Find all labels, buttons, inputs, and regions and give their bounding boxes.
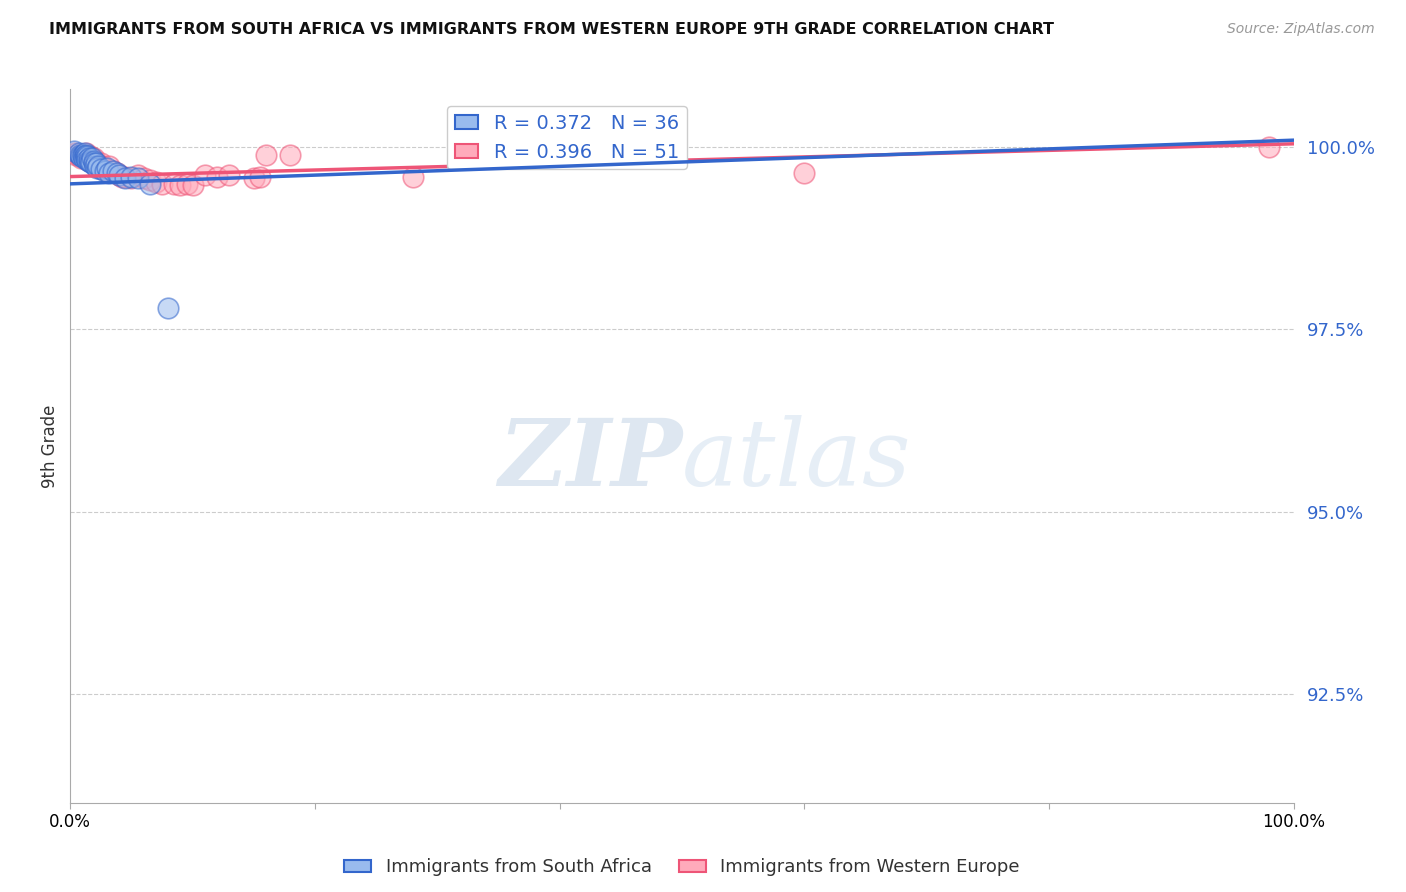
Point <box>90 156 112 170</box>
Point <box>93 162 115 177</box>
Point <box>80 152 103 166</box>
Point <box>70 149 93 163</box>
Point <box>73 149 96 163</box>
Point <box>127 168 149 182</box>
Point <box>98 166 121 180</box>
Point <box>145 175 167 189</box>
Point <box>87 159 110 173</box>
Point <box>73 149 96 163</box>
Text: atlas: atlas <box>682 416 911 505</box>
Point <box>114 171 136 186</box>
Point <box>65 147 87 161</box>
Point <box>793 166 815 180</box>
Point <box>105 166 128 180</box>
Point <box>108 168 131 182</box>
Point <box>280 147 302 161</box>
Point <box>83 153 105 168</box>
Point <box>121 171 143 186</box>
Point <box>63 144 86 158</box>
Point <box>105 166 128 180</box>
Point <box>70 152 93 166</box>
Point <box>83 156 105 170</box>
Point <box>96 161 118 175</box>
Point <box>91 161 114 175</box>
Point <box>83 159 105 173</box>
Point <box>82 152 104 166</box>
Point <box>84 159 107 173</box>
Text: Source: ZipAtlas.com: Source: ZipAtlas.com <box>1227 22 1375 37</box>
Point <box>218 168 240 182</box>
Point <box>77 153 100 168</box>
Point <box>91 159 114 173</box>
Point <box>98 159 121 173</box>
Point <box>163 177 186 191</box>
Point <box>72 149 94 163</box>
Point <box>90 162 112 177</box>
Point <box>157 301 180 315</box>
Point <box>77 153 100 168</box>
Point <box>169 178 191 193</box>
Point <box>72 147 94 161</box>
Point <box>139 173 162 187</box>
Point <box>69 147 91 161</box>
Point <box>249 169 271 184</box>
Point <box>402 169 425 184</box>
Point <box>77 152 100 166</box>
Legend: Immigrants from South Africa, Immigrants from Western Europe: Immigrants from South Africa, Immigrants… <box>337 851 1026 883</box>
Point <box>79 149 101 163</box>
Point <box>101 163 124 178</box>
Point <box>86 156 108 170</box>
Point <box>79 155 101 169</box>
Point <box>77 152 100 166</box>
Point <box>121 169 143 184</box>
Point <box>75 146 97 161</box>
Point <box>73 152 96 166</box>
Point <box>96 163 118 178</box>
Point <box>75 147 97 161</box>
Point <box>86 161 108 175</box>
Point <box>181 178 204 193</box>
Point <box>69 149 91 163</box>
Point <box>1258 140 1281 154</box>
Y-axis label: 9th Grade: 9th Grade <box>41 404 59 488</box>
Point <box>108 168 131 182</box>
Point <box>67 146 90 161</box>
Text: ZIP: ZIP <box>498 416 682 505</box>
Point <box>80 155 103 169</box>
Point <box>76 149 98 163</box>
Point <box>84 156 107 170</box>
Point <box>82 153 104 168</box>
Point <box>150 177 173 191</box>
Point <box>73 147 96 161</box>
Point <box>254 147 277 161</box>
Text: IMMIGRANTS FROM SOUTH AFRICA VS IMMIGRANTS FROM WESTERN EUROPE 9TH GRADE CORRELA: IMMIGRANTS FROM SOUTH AFRICA VS IMMIGRAN… <box>49 22 1054 37</box>
Point <box>72 147 94 161</box>
Point <box>194 168 217 182</box>
Point <box>83 152 105 166</box>
Point <box>139 177 162 191</box>
Point <box>76 153 98 167</box>
Point <box>83 155 105 169</box>
Point <box>132 171 155 186</box>
Point <box>75 152 97 166</box>
Point <box>127 171 149 186</box>
Point <box>176 177 198 191</box>
Point <box>87 159 110 173</box>
Point <box>76 149 98 163</box>
Point <box>114 169 136 184</box>
Point <box>93 163 115 178</box>
Point <box>205 169 228 184</box>
Point <box>101 163 124 178</box>
Point <box>111 169 134 184</box>
Point <box>63 146 86 161</box>
Point <box>243 171 266 186</box>
Point <box>89 161 111 175</box>
Point <box>73 146 96 161</box>
